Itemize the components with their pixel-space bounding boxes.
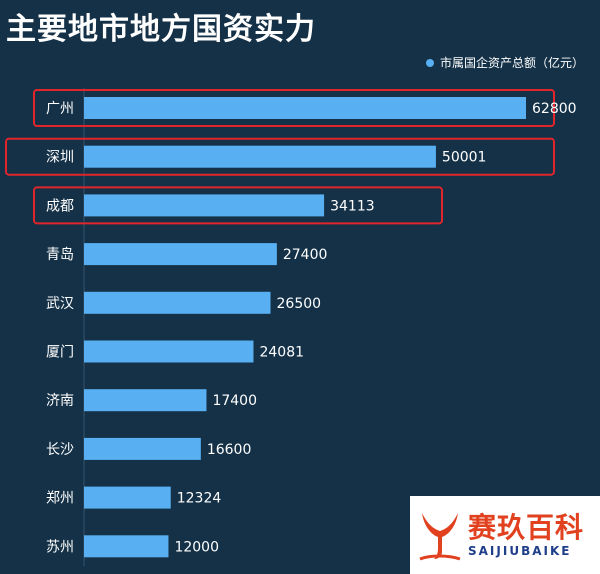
value-label: 17400: [212, 393, 257, 409]
category-label: 深圳: [46, 150, 74, 166]
bar: [84, 145, 436, 168]
brand-name-en: SAIJIUBAIKE: [468, 544, 572, 558]
whale-tail-icon: [419, 513, 461, 561]
highlight-box: [5, 137, 555, 176]
value-label: 24081: [259, 345, 304, 361]
legend-dot-icon: [425, 58, 434, 67]
category-label: 苏州: [46, 539, 74, 555]
category-label: 青岛: [46, 247, 74, 263]
bar: [84, 486, 171, 509]
bar: [84, 291, 271, 314]
value-label: 12324: [177, 491, 222, 507]
bar: [84, 194, 325, 217]
bar: [84, 437, 201, 460]
legend-label: 市属国企资产总额（亿元）: [439, 56, 584, 70]
chart-title: 主要地市地方国资实力: [6, 12, 316, 47]
highlight-box: [33, 89, 555, 127]
brand-name-cn: 赛玖百科: [468, 511, 585, 544]
value-label: 27400: [283, 247, 328, 263]
value-label: 62800: [532, 101, 577, 117]
category-label: 厦门: [46, 345, 74, 361]
value-label: 34113: [330, 198, 375, 214]
value-label: 26500: [277, 296, 322, 312]
value-label: 16600: [207, 442, 252, 458]
category-label: 长沙: [46, 442, 74, 458]
brand-watermark: 赛玖百科 SAIJIUBAIKE: [410, 496, 600, 574]
category-label: 成都: [46, 198, 74, 214]
category-label: 济南: [46, 393, 74, 409]
category-label: 广州: [46, 101, 74, 117]
bar: [84, 97, 526, 119]
bar: [84, 340, 254, 363]
bar: [84, 243, 277, 266]
category-label: 郑州: [46, 491, 74, 507]
value-label: 50001: [442, 150, 487, 166]
highlight-box: [33, 186, 443, 225]
bar: [84, 535, 169, 558]
legend: 市属国企资产总额（亿元）: [425, 54, 584, 71]
bar: [84, 389, 207, 412]
value-label: 12000: [174, 539, 219, 555]
category-label: 武汉: [46, 296, 74, 312]
